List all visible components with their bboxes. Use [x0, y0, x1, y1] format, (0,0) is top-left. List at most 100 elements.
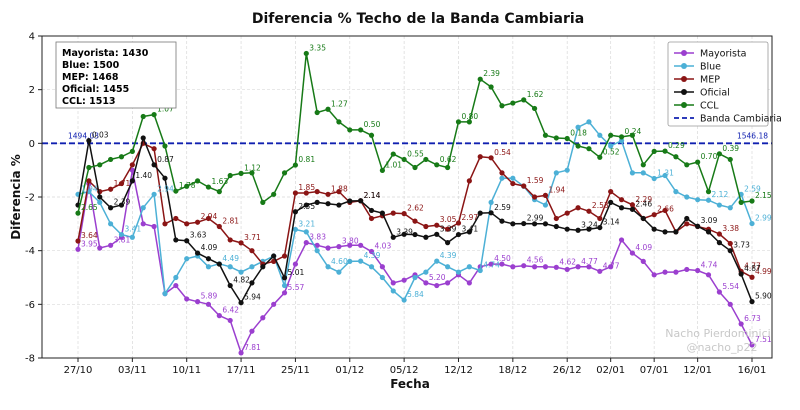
data-point-ccl: [281, 170, 288, 176]
data-point-blue: [499, 175, 505, 181]
data-point-blue: [445, 264, 451, 270]
data-point-oficial: [260, 264, 266, 270]
data-label-mayorista: 5.89: [201, 292, 218, 301]
data-point-mayorista: [531, 264, 538, 270]
data-point-mayorista: [651, 272, 657, 278]
data-point-oficial: [564, 226, 570, 232]
info-blue: Blue: 1500: [62, 60, 120, 71]
data-point-mep: [336, 189, 342, 195]
data-label-mep: 2.62: [407, 204, 424, 213]
y-axis-label: Diferencia %: [9, 154, 23, 240]
data-point-blue: [336, 269, 342, 275]
data-label-ccl: 1.07: [157, 105, 174, 114]
data-point-mep: [651, 212, 657, 218]
data-point-mayorista: [564, 266, 570, 273]
data-label-blue: 4.74: [483, 261, 500, 270]
data-point-oficial: [216, 261, 222, 267]
data-point-mayorista: [727, 301, 733, 307]
data-label-blue: 4.39: [364, 251, 381, 260]
data-point-oficial: [271, 253, 277, 259]
data-label-mayorista: 3.83: [309, 233, 326, 242]
data-point-blue: [695, 197, 701, 203]
data-label-mayorista: 4.77: [603, 261, 620, 270]
data-point-oficial: [86, 138, 92, 144]
data-point-oficial: [314, 199, 320, 205]
legend-marker: [681, 76, 687, 82]
series-mayorista: [75, 167, 755, 356]
data-point-oficial: [118, 202, 125, 208]
data-point-oficial: [97, 194, 103, 200]
data-point-mep: [466, 178, 472, 184]
data-label-ccl: 2.39: [483, 69, 500, 78]
data-point-mep: [118, 180, 125, 187]
data-point-oficial: [749, 299, 755, 305]
info-box: Mayorista: 1430 Blue: 1500 MEP: 1468 Ofi…: [55, 41, 177, 109]
y-tick-label: 4: [29, 32, 35, 43]
data-label-ccl: 1.12: [244, 163, 261, 172]
data-point-mep: [434, 222, 440, 228]
data-point-ccl: [434, 162, 440, 168]
data-point-ccl: [716, 151, 722, 157]
y-tick-label: -4: [25, 246, 35, 257]
data-label-oficial: 5.94: [244, 293, 261, 302]
data-point-oficial: [151, 162, 157, 168]
data-label-oficial: 1.40: [135, 171, 152, 180]
data-point-ccl: [325, 106, 331, 112]
data-point-mayorista: [466, 280, 472, 286]
data-point-mayorista: [716, 289, 722, 295]
data-label-oficial: 3.73: [733, 241, 750, 250]
data-point-mayorista: [608, 264, 614, 270]
data-point-ccl: [347, 127, 353, 133]
data-point-ccl: [205, 184, 212, 190]
x-tick-label: 01/12: [335, 365, 364, 376]
data-point-mayorista: [629, 250, 636, 256]
data-point-mayorista: [368, 248, 375, 255]
data-point-ccl: [521, 97, 527, 103]
data-point-ccl: [738, 199, 744, 205]
data-point-mep: [173, 215, 179, 222]
data-point-mayorista: [216, 313, 222, 319]
data-label-oficial: 0.03: [92, 131, 109, 140]
data-label-oficial: 5.90: [755, 292, 772, 301]
data-point-mayorista: [662, 269, 668, 275]
data-point-mep: [108, 186, 114, 192]
data-point-oficial: [129, 178, 135, 184]
data-label-ccl: 0.70: [701, 152, 718, 161]
data-label-oficial: 2.99: [527, 214, 544, 223]
data-point-oficial: [542, 221, 549, 227]
data-point-oficial: [281, 275, 288, 281]
data-point-blue: [749, 220, 755, 227]
data-point-oficial: [445, 240, 451, 246]
data-point-blue: [597, 132, 603, 138]
data-point-blue: [510, 175, 516, 181]
data-point-oficial: [205, 256, 212, 262]
data-point-oficial: [651, 226, 657, 232]
y-tick-label: 0: [29, 139, 35, 150]
data-point-blue: [640, 170, 646, 176]
data-point-oficial: [379, 210, 385, 216]
data-point-ccl: [695, 159, 701, 165]
data-label-oficial: 2.59: [494, 203, 511, 212]
data-point-blue: [314, 248, 320, 254]
data-label-mep: 1.88: [331, 184, 348, 193]
data-point-mayorista: [336, 244, 342, 250]
data-point-blue: [564, 167, 570, 173]
data-point-ccl: [216, 189, 222, 195]
data-point-mayorista: [292, 261, 299, 267]
data-point-mayorista: [705, 272, 712, 278]
x-axis-label: Fecha: [390, 377, 430, 391]
data-point-mayorista: [314, 242, 320, 248]
data-label-ccl: 1.27: [331, 99, 348, 108]
data-point-mep: [184, 221, 190, 227]
data-point-ccl: [477, 76, 483, 82]
data-point-mayorista: [260, 315, 266, 321]
data-point-blue: [390, 288, 396, 294]
data-label-mep: 1.71: [114, 179, 131, 188]
data-point-blue: [292, 226, 299, 233]
data-point-mayorista: [499, 261, 505, 267]
data-point-mayorista: [227, 317, 233, 324]
data-point-mayorista: [205, 301, 212, 307]
data-point-mayorista: [97, 245, 103, 251]
data-point-mayorista: [445, 280, 451, 286]
